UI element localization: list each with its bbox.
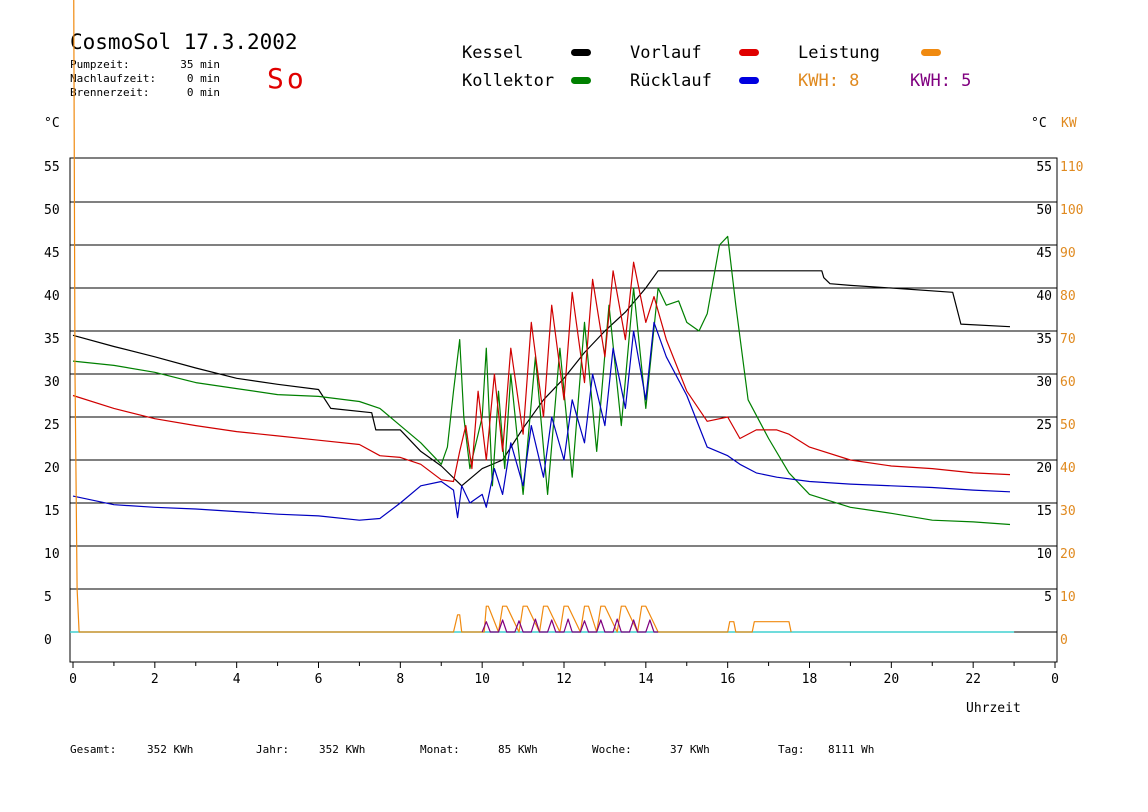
y-tick-label-kw: 90 [1060,246,1076,261]
right-axis-unit: °C [1031,116,1047,131]
stat-label: Pumpzeit: [70,58,130,71]
x-tick-label: 20 [884,672,900,687]
series-line-vorlauf [72,261,1011,483]
legend-leistung-swatch [921,49,941,56]
x-tick-label: 16 [720,672,736,687]
legend-kessel-swatch [571,49,591,56]
x-tick-label: 8 [396,672,404,687]
x-tick-label: 14 [638,672,654,687]
y-tick-label-left: 10 [44,547,60,562]
x-tick-label: 6 [315,672,323,687]
footer-label: Tag: [778,743,805,756]
x-tick-label: 10 [474,672,490,687]
y-tick-label-kw: 20 [1060,547,1076,562]
y-tick-label-right: 15 [1036,504,1052,519]
x-tick-label: 2 [151,672,159,687]
legend-vorlauf-label: Vorlauf [630,43,702,63]
y-tick-label-left: 50 [44,203,60,218]
legend-ruecklauf-label: Rücklauf [630,71,712,91]
stat-label: Brennerzeit: [70,86,150,99]
y-tick-label-left: 15 [44,504,60,519]
legend-kessel-label: Kessel [462,43,524,63]
stat-value: 0 min [186,72,220,85]
series-line-kessel [72,270,1011,487]
y-tick-label-right: 5 [1044,590,1052,605]
x-tick-label: 0 [1051,672,1059,687]
stat-row: Nachlaufzeit: 0 min [70,72,220,85]
footer-value: 352 KWh [319,743,366,756]
x-tick-label: 0 [69,672,77,687]
weekday-label: So [267,62,307,95]
x-tick-label: 4 [233,672,241,687]
y-tick-label-right: 25 [1036,418,1052,433]
y-tick-label-left: 55 [44,160,60,175]
legend-kollektor-label: Kollektor [462,71,555,91]
footer-label: Woche: [592,743,632,756]
series-line-ruecklauf [72,321,1011,521]
y-tick-label-kw: 30 [1060,504,1076,519]
footer-value: 352 KWh [147,743,194,756]
plot-frame [69,157,1058,663]
x-tick-label: 18 [802,672,818,687]
footer-value: 85 KWh [498,743,538,756]
chart-title: CosmoSol 17.3.2002 [70,30,298,54]
footer-value: 8111 Wh [828,743,875,756]
left-axis-unit: °C [44,116,60,131]
y-tick-label-left: 5 [44,590,52,605]
legend-vorlauf-swatch [739,49,759,56]
y-tick-label-right: 50 [1036,203,1052,218]
series-line-kollektor [72,235,1011,526]
y-tick-label-left: 20 [44,461,60,476]
y-tick-label-kw: 10 [1060,590,1076,605]
x-tick-label: 22 [965,672,981,687]
y-tick-label-right: 40 [1036,289,1052,304]
legend-leistung-label: Leistung [798,43,880,63]
legend-kwh-orange: KWH: 8 [798,71,860,91]
footer-label: Gesamt: [70,743,117,756]
y-tick-label-kw: 50 [1060,418,1076,433]
y-tick-label-left: 0 [44,633,52,648]
legend-kwh-purple: KWH: 5 [910,71,972,91]
y-tick-label-right: 35 [1036,332,1052,347]
y-tick-label-kw: 100 [1060,203,1083,218]
y-tick-label-kw: 70 [1060,332,1076,347]
stat-row: Brennerzeit: 0 min [70,86,220,99]
y-tick-label-right: 10 [1036,547,1052,562]
y-tick-label-kw: 110 [1060,160,1083,175]
y-tick-label-kw: 0 [1060,633,1068,648]
y-tick-label-left: 25 [44,418,60,433]
stat-label: Nachlaufzeit: [70,72,157,85]
stat-value: 0 min [186,86,220,99]
y-tick-label-left: 40 [44,289,60,304]
stat-value: 35 min [180,58,220,71]
legend-ruecklauf-swatch [739,77,759,84]
y-tick-label-kw: 60 [1060,375,1076,390]
series-line-leistung [73,0,792,633]
footer-label: Monat: [420,743,460,756]
x-axis-title: Uhrzeit [966,701,1021,716]
y-tick-label-right: 20 [1036,461,1052,476]
y-tick-label-left: 45 [44,246,60,261]
footer-value: 37 KWh [670,743,710,756]
y-tick-label-right: 45 [1036,246,1052,261]
y-tick-label-kw: 40 [1060,461,1076,476]
y-tick-label-right: 30 [1036,375,1052,390]
legend-kollektor-swatch [571,77,591,84]
y-tick-label-left: 35 [44,332,60,347]
series-line-kwh_purple [481,618,659,633]
right-axis-unit-kw: KW [1061,116,1077,131]
stat-row: Pumpzeit: 35 min [70,58,220,71]
y-tick-label-left: 30 [44,375,60,390]
y-tick-label-kw: 80 [1060,289,1076,304]
x-tick-label: 12 [556,672,572,687]
footer-label: Jahr: [256,743,290,756]
y-tick-label-right: 55 [1036,160,1052,175]
